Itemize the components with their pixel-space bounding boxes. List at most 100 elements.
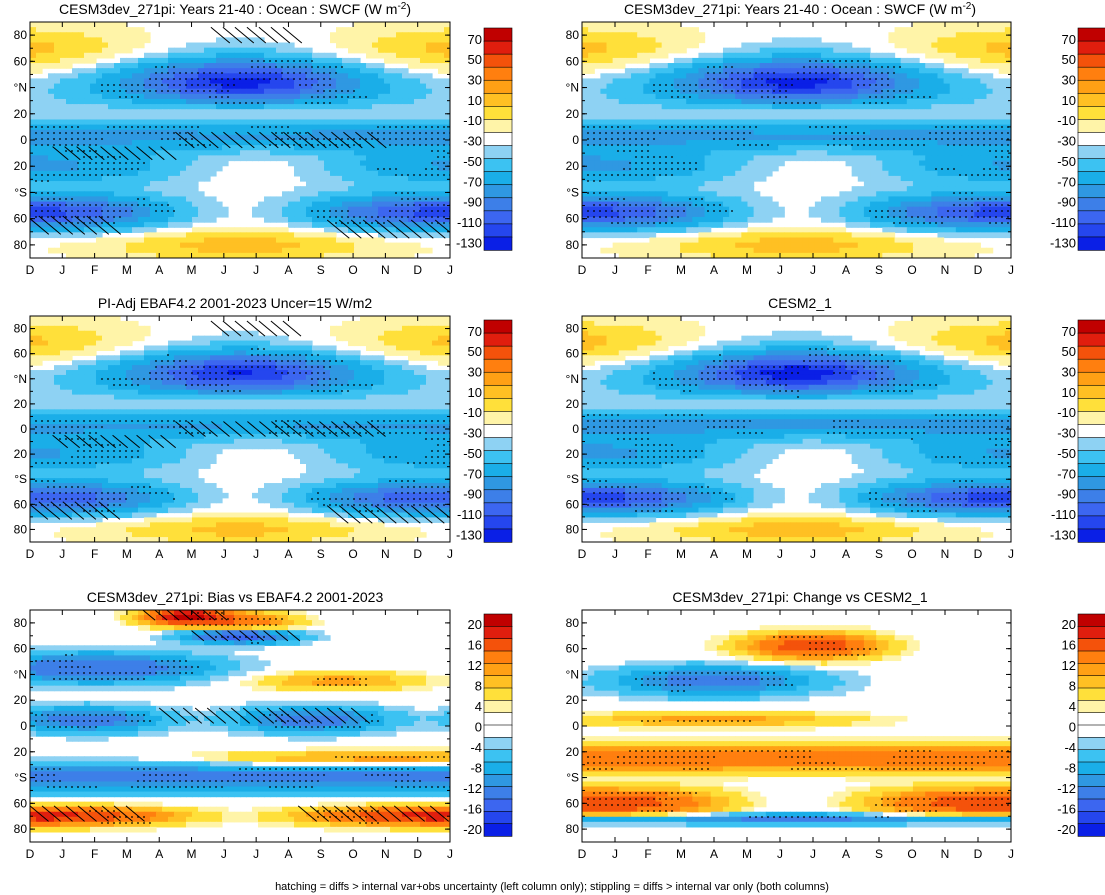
heatmap-cell: [120, 124, 127, 131]
heatmap-cell: [396, 191, 403, 198]
heatmap-cell: [612, 22, 620, 28]
heatmap-cell: [126, 155, 133, 162]
heatmap-cell: [438, 104, 445, 110]
heatmap-cell: [631, 32, 638, 38]
heatmap-cell: [600, 129, 608, 136]
stipple-dot: [233, 102, 235, 104]
heatmap-cell: [180, 47, 187, 54]
heatmap-cell: [414, 134, 421, 141]
heatmap-cell: [778, 78, 785, 85]
heatmap-cell: [845, 114, 853, 121]
heatmap-cell: [408, 150, 415, 156]
heatmap-cell: [96, 52, 103, 59]
heatmap-cell: [276, 68, 283, 74]
heatmap-cell: [360, 104, 367, 110]
heatmap-cell: [348, 252, 355, 258]
heatmap-cell: [222, 211, 229, 218]
colorbar-swatch: [483, 132, 513, 147]
heatmap-cell: [84, 247, 91, 254]
heatmap-cell: [704, 57, 712, 64]
heatmap-cell: [870, 52, 877, 59]
heatmap-cell: [384, 155, 391, 162]
heatmap-cell: [414, 150, 421, 156]
heatmap-cell: [408, 160, 415, 167]
heatmap-cell: [594, 134, 601, 141]
stipple-dot: [161, 90, 163, 92]
heatmap-cell: [234, 119, 241, 126]
heatmap-cell: [312, 211, 319, 218]
heatmap-cell: [144, 73, 151, 80]
heatmap-cell: [698, 83, 706, 90]
heatmap-cell: [66, 247, 73, 254]
heatmap-cell: [354, 22, 361, 28]
heatmap-cell: [698, 98, 706, 105]
heatmap-cell: [306, 170, 313, 177]
heatmap-cell: [1004, 27, 1011, 33]
heatmap-cell: [882, 88, 890, 95]
heatmap-cell: [588, 124, 595, 131]
heatmap-cell: [667, 32, 675, 38]
heatmap-cell: [426, 191, 433, 198]
heatmap-cell: [814, 37, 822, 44]
heatmap-cell: [342, 216, 349, 223]
heatmap-cell: [102, 27, 109, 33]
heatmap-cell: [60, 37, 67, 44]
heatmap-cell: [802, 52, 810, 59]
heatmap-cell: [624, 68, 632, 74]
heatmap-cell: [438, 22, 445, 28]
heatmap-cell: [378, 124, 385, 131]
heatmap-cell: [839, 129, 847, 136]
heatmap-cell: [282, 47, 289, 54]
heatmap-cell: [992, 104, 1000, 110]
heatmap-cell: [649, 83, 657, 90]
heatmap-cell: [288, 78, 295, 85]
stipple-dot: [419, 132, 421, 134]
heatmap-cell: [78, 247, 85, 254]
heatmap-cell: [857, 119, 865, 126]
heatmap-cell: [150, 98, 157, 105]
heatmap-cell: [132, 186, 139, 192]
heatmap-cell: [180, 196, 187, 203]
heatmap-cell: [876, 114, 883, 121]
heatmap-cell: [252, 206, 259, 213]
heatmap-cell: [198, 88, 205, 95]
heatmap-cell: [992, 57, 1000, 64]
heatmap-cell: [390, 109, 397, 115]
heatmap-cell: [300, 196, 307, 203]
heatmap-cell: [294, 186, 301, 192]
heatmap-cell: [992, 37, 1000, 44]
heatmap-cell: [594, 83, 601, 90]
heatmap-cell: [992, 42, 1000, 49]
heatmap-cell: [264, 237, 271, 244]
heatmap-cell: [48, 114, 55, 121]
heatmap-cell: [600, 114, 608, 121]
heatmap-cell: [90, 27, 97, 33]
heatmap-cell: [234, 78, 241, 85]
heatmap-cell: [396, 47, 403, 54]
heatmap-cell: [396, 68, 403, 74]
heatmap-cell: [168, 216, 175, 223]
heatmap-cell: [408, 78, 415, 85]
heatmap-cell: [680, 63, 687, 69]
heatmap-cell: [821, 68, 828, 74]
stipple-dot: [89, 150, 91, 152]
heatmap-cell: [180, 242, 187, 249]
heatmap-cell: [765, 119, 773, 126]
heatmap-cell: [84, 98, 91, 105]
heatmap-cell: [282, 63, 289, 69]
heatmap-cell: [870, 93, 877, 100]
heatmap-cell: [354, 88, 361, 95]
heatmap-cell: [66, 216, 73, 223]
heatmap-cell: [84, 227, 91, 233]
heatmap-cell: [264, 52, 271, 59]
stipple-dot: [221, 90, 223, 92]
heatmap-cell: [216, 47, 223, 54]
heatmap-cell: [312, 57, 319, 64]
stipple-dot: [35, 174, 37, 176]
heatmap-cell: [342, 170, 349, 177]
heatmap-cell: [704, 134, 712, 141]
heatmap-cell: [102, 93, 109, 100]
heatmap-cell: [348, 104, 355, 110]
heatmap-cell: [174, 191, 181, 198]
heatmap-cell: [741, 73, 749, 80]
